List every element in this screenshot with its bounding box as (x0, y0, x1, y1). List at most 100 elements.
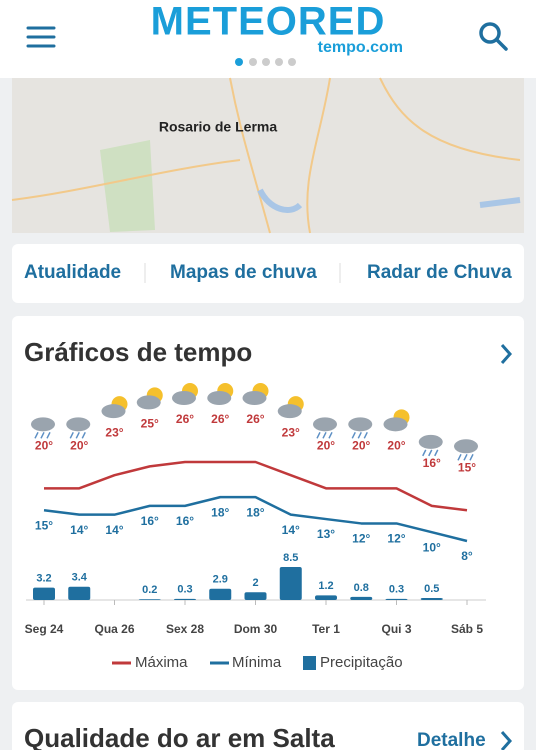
weather-icon-cloud (383, 417, 408, 432)
weather-icon-rain (69, 431, 86, 439)
x-tick-label: Qua 26 (94, 622, 134, 636)
temp-label: 18° (246, 505, 264, 519)
temp-label: 26° (211, 412, 229, 426)
precip-bar (209, 588, 232, 600)
precip-bar (385, 598, 408, 600)
temp-label: 14° (70, 523, 88, 537)
precip-bar (420, 598, 443, 600)
x-tick-label: Dom 30 (234, 622, 278, 636)
x-tick-label: Qui 3 (381, 622, 411, 636)
temp-label: 20° (387, 439, 405, 453)
weather-icon-cloud (101, 404, 126, 419)
weather-icon-cloud (31, 417, 55, 432)
weather-icon-rain (34, 431, 51, 439)
weather-icon-cloud (136, 395, 161, 410)
precip-label: 0.8 (354, 582, 369, 594)
precip-label: 2 (252, 577, 258, 589)
temp-label: 23° (282, 425, 300, 439)
x-tick-label: Sáb 5 (451, 622, 483, 636)
precip-label: 1.2 (318, 580, 333, 592)
precip-label: 2.9 (213, 574, 228, 586)
temp-line (43, 495, 468, 543)
weather-icon-rain (351, 431, 368, 439)
weather-icon-cloud (277, 404, 302, 419)
precip-label: 3.2 (36, 572, 51, 584)
temp-label: 14° (105, 523, 123, 537)
precip-bar (68, 586, 91, 600)
weather-icon-cloud (348, 417, 373, 432)
card-title: Gráficos de tempo (24, 337, 252, 367)
tabs-card (12, 244, 524, 303)
weather-icon-rain (316, 431, 333, 439)
temp-label: 15° (458, 460, 476, 474)
logo[interactable]: METEORED (151, 0, 386, 44)
legend-label: Máxima (135, 654, 188, 671)
weather-icon-cloud (66, 417, 91, 432)
x-tick-label: Sex 28 (166, 622, 204, 636)
temp-label: 15° (35, 518, 53, 532)
air-card (12, 702, 524, 750)
weather-icon-cloud (454, 439, 478, 454)
map-label: Rosario de Lerma (159, 119, 277, 135)
tab[interactable]: Mapas de chuva (170, 262, 317, 283)
weather-icon-rain (457, 453, 474, 461)
card-title: Qualidade do ar em Salta (24, 723, 335, 750)
temp-label: 16° (423, 456, 441, 470)
precip-bar (138, 599, 161, 600)
weather-icon-cloud (418, 434, 443, 449)
weather-icon-cloud (313, 417, 337, 432)
temp-label: 18° (211, 505, 229, 519)
legend-label: Precipitação (320, 654, 403, 671)
temp-label: 12° (352, 532, 370, 546)
temp-label: 26° (246, 412, 264, 426)
temp-label: 20° (35, 439, 53, 453)
tab[interactable]: Radar de Chuva (367, 262, 512, 283)
temp-label: 14° (282, 523, 300, 537)
temp-label: 20° (352, 439, 370, 453)
chart: Seg 24 Qua 26 Sex 28 Dom 30 Ter 1 Qui 3 Sáb 5 2… (25, 383, 486, 636)
x-tick-label: Seg 24 (25, 622, 64, 636)
tab[interactable]: Atualidade (24, 262, 121, 283)
temp-label: 20° (70, 439, 88, 453)
legend-swatch (303, 656, 316, 670)
temp-label: 26° (176, 412, 194, 426)
page-dots (235, 58, 296, 66)
temp-label: 8° (461, 549, 473, 563)
temp-label: 12° (387, 532, 405, 546)
weather-icon-cloud (242, 391, 267, 405)
temp-label: 16° (176, 514, 194, 528)
weather-icon-cloud (207, 391, 232, 405)
detail-link[interactable]: Detalhe (417, 730, 486, 750)
map[interactable] (11, 77, 524, 234)
precip-label: 0.2 (142, 584, 157, 596)
search-button[interactable] (479, 22, 508, 51)
temp-label: 25° (141, 417, 159, 431)
temp-label: 13° (317, 527, 335, 541)
weather-icon-rain (422, 449, 439, 457)
sublogo: tempo.com (318, 39, 403, 56)
precip-bar (244, 592, 267, 600)
precip-label: 3.4 (72, 572, 88, 584)
temp-label: 20° (317, 439, 335, 453)
temp-label: 23° (105, 425, 123, 439)
precip-label: 0.3 (389, 584, 404, 596)
precip-bar (33, 587, 55, 600)
chevron[interactable] (500, 731, 513, 750)
temp-label: 16° (141, 514, 159, 528)
x-tick-label: Ter 1 (312, 622, 340, 636)
precip-label: 0.3 (177, 584, 192, 596)
menu-button[interactable] (26, 26, 56, 48)
precip-label: 8.5 (283, 552, 298, 564)
precip-bar (350, 596, 373, 600)
temp-line (44, 460, 468, 512)
legend-label: Mínima (232, 654, 282, 671)
weather-icon-cloud (172, 391, 196, 405)
precip-bar (174, 598, 196, 600)
precip-label: 0.5 (424, 583, 439, 595)
temp-label: 10° (423, 540, 441, 554)
precip-bar (279, 567, 302, 600)
precip-bar (315, 595, 337, 600)
chevron[interactable] (500, 344, 513, 364)
